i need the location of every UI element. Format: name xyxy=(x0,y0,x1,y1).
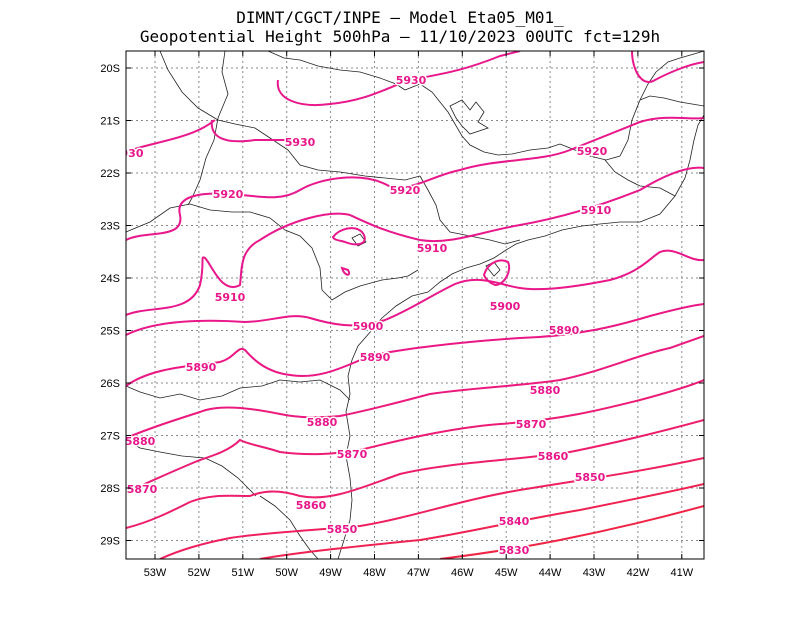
contour-value-label: 5880 xyxy=(530,384,561,397)
lat-tick-label: 22S xyxy=(100,168,120,180)
contour-value-label: 5920 xyxy=(390,184,421,197)
lon-tick-label: 44W xyxy=(539,567,562,579)
lon-tick-label: 46W xyxy=(451,567,474,579)
contour-path xyxy=(126,116,704,241)
lon-tick-label: 53W xyxy=(144,567,167,579)
contour-value-label: 5870 xyxy=(127,483,158,496)
lon-tick-label: 50W xyxy=(275,567,298,579)
contour-path xyxy=(210,119,290,143)
contour-path xyxy=(126,249,704,336)
lat-tick-label: 21S xyxy=(100,116,120,128)
contour-value-label: 5910 xyxy=(417,242,448,255)
lon-tick-label: 51W xyxy=(231,567,254,579)
lat-tick-label: 25S xyxy=(100,326,120,338)
contour-5890 xyxy=(126,303,704,387)
contour-5830 xyxy=(439,505,704,559)
contour-value-label: 5890 xyxy=(549,324,580,337)
contour-path xyxy=(482,259,511,287)
chart-title-line-1: DIMNT/CGCT/INPE – Model Eta05_M01_ xyxy=(236,8,564,27)
axis-ticks xyxy=(126,51,704,559)
contour-value-label: 5900 xyxy=(353,320,384,333)
contour-value-label: 5930 xyxy=(396,74,427,87)
contour-5900 xyxy=(126,249,704,336)
contour-path xyxy=(340,266,351,276)
contour-path xyxy=(126,303,704,387)
contour-value-label: 5910 xyxy=(581,204,612,217)
contour-path xyxy=(259,483,704,559)
contour-value-label: 5850 xyxy=(575,471,606,484)
contour-value-label: 5880 xyxy=(125,435,156,448)
contour-5880 xyxy=(126,335,704,439)
contour-path xyxy=(159,457,704,559)
contour-5930 xyxy=(126,51,704,153)
contour-value-label: 5850 xyxy=(327,523,358,536)
contour-path xyxy=(439,505,704,559)
lon-tick-label: 52W xyxy=(188,567,211,579)
lat-tick-label: 26S xyxy=(100,378,120,390)
contour-value-label: 5870 xyxy=(337,448,368,461)
contour-path xyxy=(276,51,521,106)
latitude-labels: 20S 21S 22S 23S 24S 25S 26S 27S 28S 29S xyxy=(100,63,120,548)
contour-value-label: 5920 xyxy=(213,188,244,201)
lon-tick-label: 42W xyxy=(627,567,650,579)
contour-value-label: 5880 xyxy=(307,416,338,429)
lat-tick-label: 20S xyxy=(100,63,120,75)
lat-tick-label: 23S xyxy=(100,221,120,233)
contour-value-label: 5870 xyxy=(516,418,547,431)
chart-title-line-2: Geopotential Height 500hPa – 11/10/2023 … xyxy=(139,27,661,46)
contour-path xyxy=(631,51,704,83)
longitude-labels: 53W 52W 51W 50W 49W 48W 47W 46W 45W 44W 43W 42W 41W xyxy=(144,567,694,579)
lat-tick-label: 24S xyxy=(100,273,120,285)
contour-path xyxy=(126,119,216,153)
contour-value-label: 930 xyxy=(121,147,144,160)
lat-tick-label: 27S xyxy=(100,431,120,443)
lon-tick-label: 45W xyxy=(495,567,518,579)
contour-path xyxy=(331,227,366,246)
contour-value-label: 5860 xyxy=(538,450,569,463)
contour-5860 xyxy=(126,419,704,529)
contour-value-label: 5830 xyxy=(499,544,530,557)
contour-path xyxy=(126,335,704,439)
map-frame xyxy=(125,50,705,560)
lat-tick-label: 28S xyxy=(100,483,120,495)
contour-value-label: 5900 xyxy=(490,300,521,313)
contour-value-label: 5920 xyxy=(577,145,608,158)
contour-labels: 5930 5930 930 5920 5920 5920 5910 5910 5910 5900 5… xyxy=(121,73,613,559)
lat-tick-label: 29S xyxy=(100,536,120,548)
contour-5850 xyxy=(159,457,704,559)
contour-5910 xyxy=(126,166,704,316)
lon-tick-label: 49W xyxy=(319,567,342,579)
contour-value-label: 5910 xyxy=(215,291,246,304)
geopotential-contours xyxy=(126,51,704,559)
contour-5840 xyxy=(259,483,704,559)
contour-value-label: 5840 xyxy=(499,515,530,528)
contour-value-label: 5890 xyxy=(360,351,391,364)
contour-path xyxy=(126,419,704,529)
contour-value-label: 5890 xyxy=(186,361,217,374)
contour-value-label: 5860 xyxy=(296,499,327,512)
contour-path xyxy=(126,166,704,316)
contour-5870 xyxy=(126,379,704,493)
lon-tick-label: 41W xyxy=(670,567,693,579)
lon-tick-label: 47W xyxy=(407,567,430,579)
lat-lon-grid xyxy=(126,51,704,559)
contour-value-label: 5930 xyxy=(285,136,316,149)
contour-path xyxy=(126,379,704,493)
lon-tick-label: 48W xyxy=(363,567,386,579)
contour-5920 xyxy=(126,116,704,241)
lon-tick-label: 43W xyxy=(583,567,606,579)
